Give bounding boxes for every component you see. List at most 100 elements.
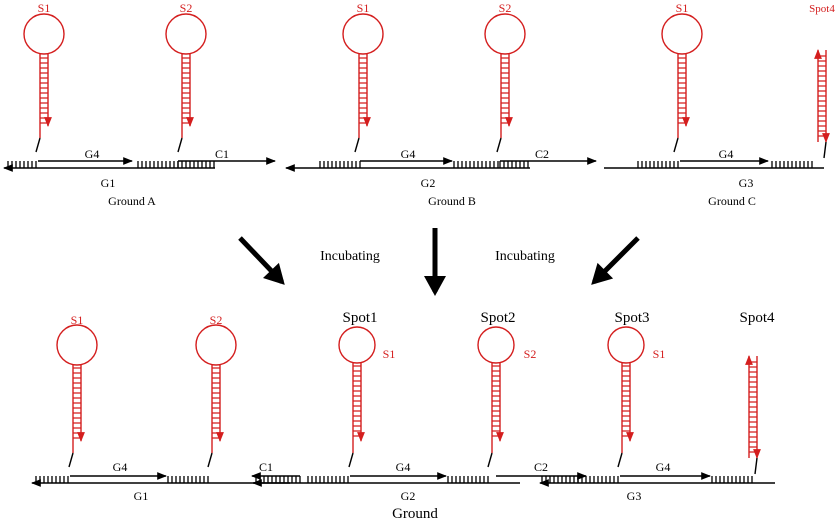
caption-ground: Ground [392,506,438,522]
ground-label-bottom-g1: G1 [134,489,149,503]
spot-label-1: Spot1 [342,310,377,326]
open-probe-rungs [818,55,826,137]
open-probe-rungs [749,361,757,453]
probe-tail [617,452,623,468]
hybridization-ticks [137,161,179,168]
ticks-a-1 [7,161,37,168]
hybridization-ticks [771,161,813,168]
hybridization-ticks [7,161,37,168]
ticks-b-1 [319,161,361,168]
probe-tail [496,137,502,153]
probe-loop [195,324,237,366]
probe-label-b-2: S2 [499,1,512,15]
arrow-head [591,262,614,285]
probe-loop [165,13,207,55]
strand-label-a-g4: G4 [85,147,100,161]
ticks-c-1 [637,161,679,168]
probe-bottom-3 [338,326,376,468]
ticks-b-2 [453,161,499,168]
ground-label-c: G3 [739,176,754,190]
ticks-bottom-8 [711,476,753,483]
probe-label-c-1: S1 [676,1,689,15]
probe-loop [477,326,515,364]
caption-ground-c: Ground C [708,194,756,208]
probe-label-a-1: S1 [38,1,51,15]
probe-bottom-2 [195,324,237,468]
probe-b-s2 [484,13,526,153]
probe-label-bottom-5: S1 [653,347,666,361]
probe-loop [56,324,98,366]
probe-stem-rungs [492,365,500,437]
probe-label-b-1: S1 [357,1,370,15]
ticks-b-3 [499,161,529,168]
probe-bottom-4 [477,326,515,468]
hybridization-ticks [177,161,215,168]
probe-bottom-5 [607,326,645,468]
probe-stem-rungs [622,365,630,437]
probe-stem-rungs [353,365,361,437]
probe-label-bottom-4: S2 [524,347,537,361]
probe-loop [661,13,703,55]
probe-tail [487,452,493,468]
probe-tail [177,137,183,153]
probe-a-s2 [165,13,207,153]
probe-stem-rungs [212,367,220,439]
caption-ground-b: Ground B [428,194,476,208]
probe-stem-rungs [182,57,190,124]
probe-label-bottom-2: S2 [210,313,223,327]
ticks-bottom-1 [35,476,69,483]
hybridization-ticks [499,161,529,168]
open-probe-tail [823,141,827,159]
probe-tail [207,452,213,468]
arrow-head [262,262,285,285]
step-label-left: Incubating [320,249,380,264]
probe-stem-rungs [73,367,81,439]
probe-stem-rungs [359,57,367,124]
hybridization-ticks [167,476,209,483]
probe-stem-rungs [678,57,686,124]
probe-loop [338,326,376,364]
ground-label-bottom-g3: G3 [627,489,642,503]
hybridization-ticks [711,476,753,483]
probe-a-s1 [23,13,65,153]
probe-loop [342,13,384,55]
spot-label-3: Spot3 [614,310,649,326]
probe-loop [607,326,645,364]
probe-label-bottom-1: S1 [71,313,84,327]
ticks-bottom-2 [167,476,209,483]
probe-tail [673,137,679,153]
strand-label-bottom-g4-3: G4 [656,460,671,474]
hybridization-ticks [319,161,361,168]
strand-label-bottom-g4-2: G4 [396,460,411,474]
strand-label-c-g4: G4 [719,147,734,161]
ticks-a-2 [137,161,179,168]
ticks-bottom-3 [255,476,301,483]
strand-label-b-c2: C2 [535,147,549,161]
spot-label-4: Spot4 [739,310,775,326]
strand-label-bottom-c1: C1 [259,460,273,474]
step-label-right: Incubating [495,249,555,264]
ticks-bottom-6 [541,476,579,483]
probe-loop [23,13,65,55]
probe-label-bottom-3: S1 [383,347,396,361]
ground-label-bottom-g2: G2 [401,489,416,503]
probe-c-s1 [661,13,703,153]
strands-layer [3,13,830,487]
probe-stem-rungs [501,57,509,124]
probe-bottom-1 [56,324,98,468]
spot-label-2: Spot2 [480,310,515,326]
probe-stem-rungs [40,57,48,124]
probe-tail [35,137,41,153]
ticks-bottom-4 [307,476,349,483]
probe-loop [484,13,526,55]
hybridization-ticks [453,161,499,168]
hybridization-ticks [637,161,679,168]
probe-tail [354,137,360,153]
strand-label-a-c1: C1 [215,147,229,161]
hybridization-ticks [577,476,619,483]
probe-bottom-spot4 [745,355,761,475]
caption-ground-a: Ground A [108,194,156,208]
hybridization-ticks [35,476,69,483]
probe-label-c-2: Spot4 [809,3,835,15]
